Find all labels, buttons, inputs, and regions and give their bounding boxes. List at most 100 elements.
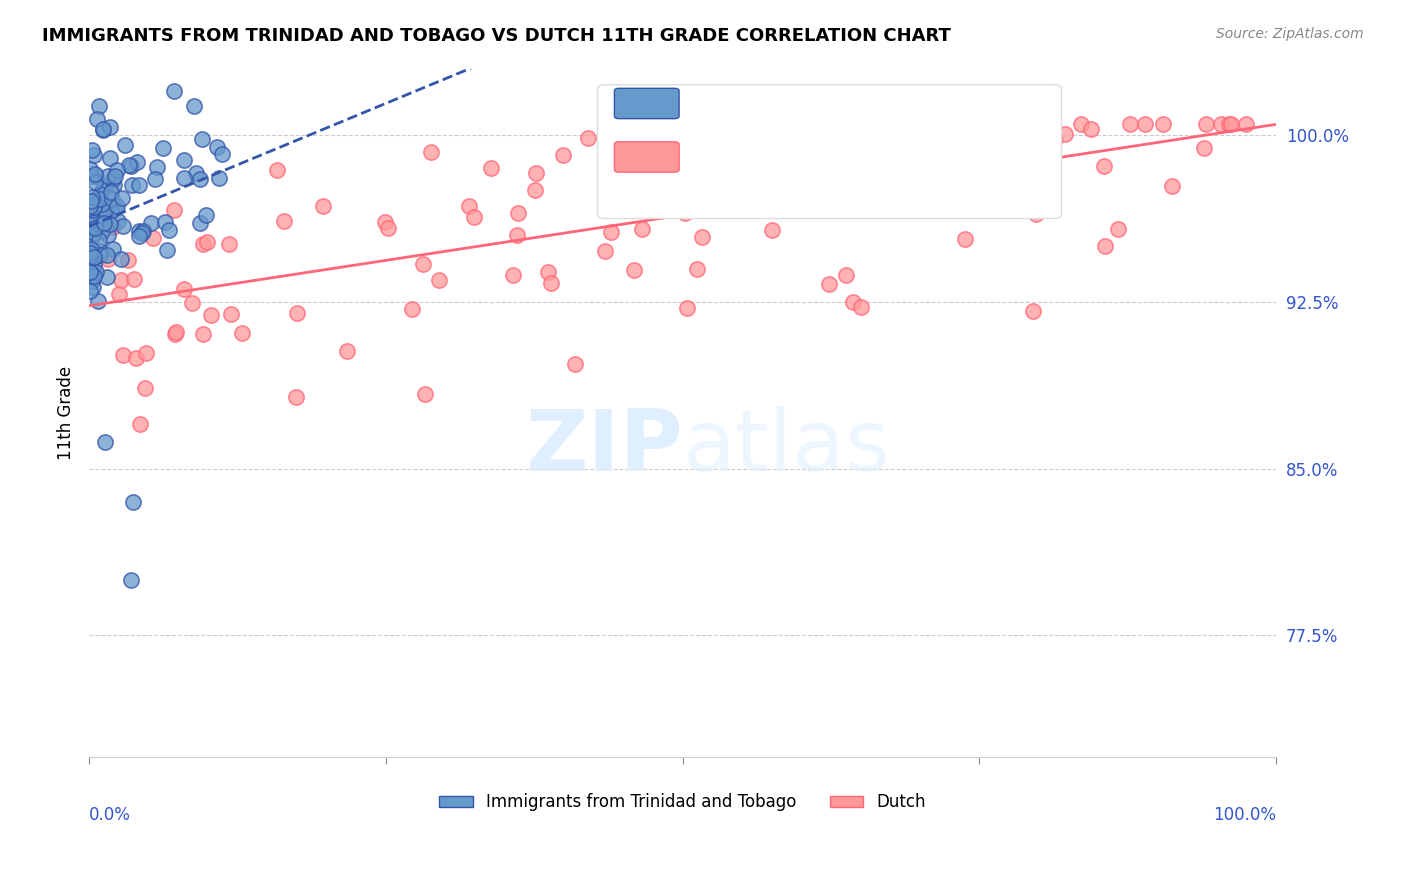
Point xyxy=(98,120,121,134)
Point xyxy=(905,117,928,131)
Point xyxy=(79,199,101,213)
Point xyxy=(89,186,111,201)
Point xyxy=(551,148,574,162)
Point xyxy=(163,84,186,98)
Point xyxy=(1119,117,1142,131)
Point xyxy=(80,143,103,157)
Point xyxy=(157,223,180,237)
Point xyxy=(156,244,179,258)
Point xyxy=(1192,141,1215,155)
Point xyxy=(131,226,153,240)
Point xyxy=(83,199,105,213)
Point xyxy=(218,237,240,252)
Point xyxy=(1194,117,1216,131)
Point xyxy=(122,495,145,509)
Point xyxy=(117,253,139,268)
Point xyxy=(173,171,195,186)
Point xyxy=(79,275,101,289)
Point xyxy=(128,178,150,192)
Point xyxy=(108,286,131,301)
Point xyxy=(1021,134,1043,148)
Point xyxy=(765,117,787,131)
Point xyxy=(842,295,865,310)
Point xyxy=(623,263,645,277)
Point xyxy=(1039,152,1062,166)
Point xyxy=(631,222,654,236)
Point xyxy=(89,192,111,206)
Point xyxy=(817,277,839,292)
Point xyxy=(82,279,104,293)
Point xyxy=(1080,122,1102,136)
Point xyxy=(221,307,243,321)
Point xyxy=(939,147,962,161)
Point xyxy=(723,174,745,188)
Point xyxy=(173,282,195,296)
Text: Source: ZipAtlas.com: Source: ZipAtlas.com xyxy=(1216,27,1364,41)
Point xyxy=(86,112,108,126)
Point xyxy=(699,178,721,193)
Point xyxy=(377,221,399,235)
Point xyxy=(120,160,142,174)
Point xyxy=(111,190,134,204)
Point xyxy=(835,268,858,283)
Point xyxy=(103,201,125,215)
Point xyxy=(79,284,101,298)
Point xyxy=(91,196,114,211)
Point xyxy=(122,272,145,286)
Point xyxy=(1022,304,1045,318)
Point xyxy=(128,417,150,431)
Point xyxy=(953,232,976,246)
Point xyxy=(1070,117,1092,131)
Point xyxy=(79,199,101,213)
Point xyxy=(134,381,156,395)
Point xyxy=(641,169,664,184)
Point xyxy=(83,176,105,190)
Point xyxy=(821,137,844,152)
Point xyxy=(911,127,934,141)
Text: atlas: atlas xyxy=(682,406,890,489)
Point xyxy=(89,244,111,258)
Point xyxy=(97,169,120,183)
Point xyxy=(87,234,110,248)
Point xyxy=(205,140,228,154)
Point xyxy=(957,142,980,156)
Legend: Immigrants from Trinidad and Tobago, Dutch: Immigrants from Trinidad and Tobago, Dut… xyxy=(433,787,932,818)
Point xyxy=(841,119,863,133)
Point xyxy=(139,215,162,229)
Point xyxy=(83,269,105,284)
Point xyxy=(991,139,1014,153)
Point xyxy=(977,164,1000,178)
Point xyxy=(195,235,218,249)
Point xyxy=(849,301,872,315)
Point xyxy=(1094,238,1116,252)
Point xyxy=(641,138,664,153)
Point xyxy=(273,214,295,228)
Point xyxy=(100,186,122,200)
Point xyxy=(720,143,742,157)
Point xyxy=(195,208,218,222)
Point xyxy=(79,249,101,263)
Point xyxy=(1219,117,1241,131)
Point xyxy=(412,257,434,271)
Point xyxy=(86,216,108,230)
Point xyxy=(523,183,546,197)
Point xyxy=(506,205,529,219)
Text: 0.0%: 0.0% xyxy=(89,805,131,823)
Point xyxy=(231,326,253,341)
Text: R =  0.408: R = 0.408 xyxy=(689,148,785,166)
Point xyxy=(128,228,150,243)
Point xyxy=(79,208,101,222)
Point xyxy=(564,357,586,371)
Point xyxy=(1025,207,1047,221)
Point xyxy=(143,172,166,186)
Point xyxy=(576,130,599,145)
Point xyxy=(91,224,114,238)
Point xyxy=(79,161,101,176)
Point xyxy=(111,348,134,362)
Point xyxy=(832,194,855,209)
Point xyxy=(285,390,308,404)
Point xyxy=(481,161,503,175)
Point xyxy=(600,225,623,239)
Point xyxy=(79,201,101,215)
Point xyxy=(82,203,104,218)
